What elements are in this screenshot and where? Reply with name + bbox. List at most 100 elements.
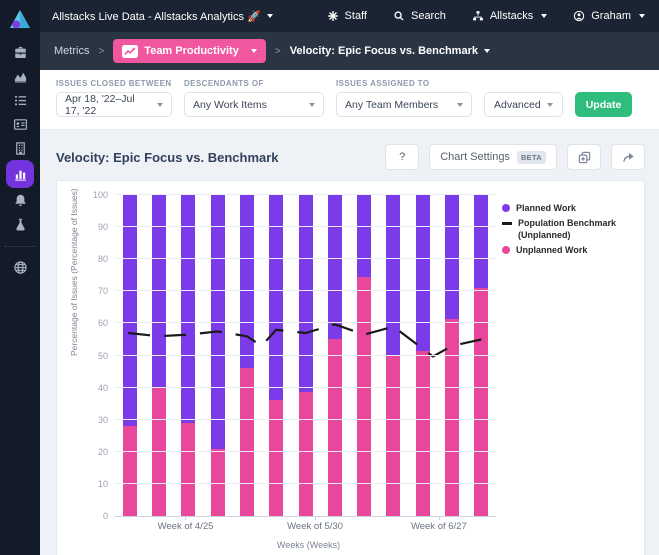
sidebar-item-flask[interactable] xyxy=(6,212,34,236)
chart-header: Velocity: Epic Focus vs. Benchmark ? Cha… xyxy=(56,144,645,170)
team-members-select[interactable]: Any Team Members xyxy=(336,92,472,117)
unplanned-work-segment[interactable] xyxy=(474,288,489,516)
stacked-bar-week-10[interactable] xyxy=(386,195,401,516)
planned-work-segment[interactable] xyxy=(122,195,137,427)
allstacks-logo[interactable] xyxy=(0,0,40,40)
copy-to-dashboard-button[interactable] xyxy=(567,144,601,170)
sidebar-item-area-chart[interactable] xyxy=(6,64,34,88)
topnav-label: Search xyxy=(410,10,446,22)
work-items-select[interactable]: Any Work Items xyxy=(184,92,324,117)
unplanned-work-segment[interactable] xyxy=(415,350,430,516)
topnav-label: Allstacks xyxy=(489,10,534,22)
help-button[interactable]: ? xyxy=(385,144,420,170)
planned-work-segment[interactable] xyxy=(269,195,284,401)
planned-work-segment[interactable] xyxy=(415,195,430,351)
stacked-bar-week-5[interactable] xyxy=(239,195,254,516)
unplanned-work-segment[interactable] xyxy=(386,355,401,516)
bar-chart-icon xyxy=(14,170,26,181)
chart-settings-button[interactable]: Chart Settings BETA xyxy=(429,144,557,170)
breadcrumb-separator: > xyxy=(98,45,105,57)
y-tick-label: 0 xyxy=(102,511,108,521)
building-icon xyxy=(15,141,25,155)
unplanned-work-segment[interactable] xyxy=(210,448,225,516)
update-button[interactable]: Update xyxy=(574,92,633,117)
stacked-bar-week-6[interactable] xyxy=(269,195,284,516)
legend-item-population-benchmark-unplanned[interactable]: Population Benchmark (Unplanned) xyxy=(502,218,638,241)
sidebar-item-list[interactable] xyxy=(6,88,34,112)
planned-work-segment[interactable] xyxy=(298,195,313,393)
breadcrumb-current-page[interactable]: Velocity: Epic Focus vs. Benchmark xyxy=(290,45,490,57)
unplanned-work-segment[interactable] xyxy=(269,400,284,516)
globe-icon xyxy=(13,260,27,274)
topnav-label: Staff xyxy=(344,10,367,22)
sidebar-item-bar-chart[interactable] xyxy=(6,160,34,188)
gridline xyxy=(115,258,496,260)
advanced-button[interactable]: Advanced xyxy=(484,92,563,117)
stacked-bar-week-8[interactable] xyxy=(327,195,342,516)
sidebar-divider xyxy=(5,246,35,247)
unplanned-work-segment[interactable] xyxy=(298,392,313,516)
unplanned-work-segment[interactable] xyxy=(239,368,254,516)
y-tick-label: 40 xyxy=(97,382,108,393)
advanced-label: Advanced xyxy=(494,98,541,111)
sidebar xyxy=(0,0,40,555)
legend-item-planned-work[interactable]: Planned Work xyxy=(502,203,638,214)
legend-label: Unplanned Work xyxy=(516,244,588,255)
bar-slot xyxy=(262,195,291,516)
chevron-down-icon xyxy=(639,14,645,18)
topnav-search[interactable]: Search xyxy=(393,10,446,22)
benchmark-line xyxy=(115,195,496,516)
planned-work-segment[interactable] xyxy=(386,195,401,356)
planned-work-segment[interactable] xyxy=(181,195,196,423)
sidebar-item-briefcase[interactable] xyxy=(6,40,34,64)
x-tick-mark xyxy=(438,516,440,520)
planned-work-segment[interactable] xyxy=(327,195,342,340)
sidebar-item-bell[interactable] xyxy=(6,188,34,212)
workspace-switcher[interactable]: Allstacks Live Data - Allstacks Analytic… xyxy=(52,10,273,23)
unplanned-work-segment[interactable] xyxy=(357,276,372,516)
chevron-down-icon xyxy=(157,102,163,107)
stacked-bar-week-9[interactable] xyxy=(357,195,372,516)
stacked-bar-week-12[interactable] xyxy=(445,195,460,516)
copy-plus-icon xyxy=(578,151,590,163)
breadcrumb-metrics[interactable]: Metrics xyxy=(54,45,90,57)
briefcase-icon xyxy=(14,46,26,58)
team-productivity-label: Team Productivity xyxy=(144,45,239,57)
stacked-bar-week-13[interactable] xyxy=(474,195,489,516)
filter-label: ISSUES CLOSED BETWEEN xyxy=(56,79,172,88)
planned-work-segment[interactable] xyxy=(445,195,460,319)
y-tick-label: 100 xyxy=(92,190,108,200)
share-button[interactable] xyxy=(611,144,645,170)
y-tick-label: 90 xyxy=(97,222,108,233)
legend-circle-marker xyxy=(502,245,510,254)
team-productivity-button[interactable]: Team Productivity xyxy=(113,39,266,63)
workspace-title: Allstacks Live Data - Allstacks Analytic… xyxy=(52,10,261,23)
legend-item-unplanned-work[interactable]: Unplanned Work xyxy=(502,245,638,256)
topnav-allstacks[interactable]: Allstacks xyxy=(472,10,548,22)
planned-work-segment[interactable] xyxy=(474,195,489,289)
chevron-down-icon xyxy=(541,14,548,18)
user-icon xyxy=(574,10,585,22)
search-icon xyxy=(394,11,404,21)
unplanned-work-segment[interactable] xyxy=(327,339,342,516)
unplanned-work-segment[interactable] xyxy=(122,426,137,516)
planned-work-segment[interactable] xyxy=(357,195,372,277)
sidebar-item-building[interactable] xyxy=(6,136,34,160)
topnav-graham[interactable]: Graham xyxy=(573,10,645,22)
topnav-staff[interactable]: Staff xyxy=(327,10,367,22)
date-range-select[interactable]: Apr 18, '22–Jul 17, '22 xyxy=(56,92,172,117)
stacked-bar-week-3[interactable] xyxy=(181,195,196,516)
stacked-bar-week-1[interactable] xyxy=(122,195,137,516)
unplanned-work-segment[interactable] xyxy=(181,422,196,516)
team-members-value: Any Team Members xyxy=(345,98,439,111)
x-tick-mark xyxy=(315,516,317,520)
sidebar-item-globe[interactable] xyxy=(6,255,34,279)
y-tick-label: 20 xyxy=(97,446,108,457)
y-tick-label: 10 xyxy=(97,478,108,489)
planned-work-segment[interactable] xyxy=(239,195,254,369)
stacked-bar-week-7[interactable] xyxy=(298,195,313,516)
unplanned-work-segment[interactable] xyxy=(445,318,460,516)
stacked-bar-week-11[interactable] xyxy=(415,195,430,516)
sidebar-item-id-card[interactable] xyxy=(6,112,34,136)
chevron-down-icon xyxy=(250,49,257,53)
